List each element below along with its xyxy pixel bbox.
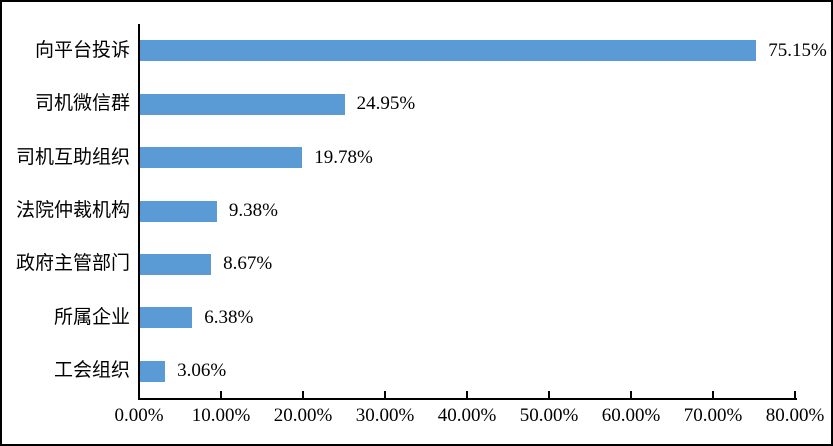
category-label: 工会组织 (53, 360, 130, 382)
x-tick (220, 391, 222, 398)
x-tick (794, 391, 796, 398)
value-label: 19.78% (314, 146, 373, 168)
x-tick (384, 391, 386, 398)
x-tick-label: 80.00% (765, 405, 825, 426)
x-axis-line (138, 398, 797, 400)
x-tick (630, 391, 632, 398)
x-tick-label: 50.00% (519, 405, 579, 426)
bar (140, 40, 757, 62)
bar (140, 93, 345, 115)
category-label: 司机互助组织 (15, 146, 130, 168)
x-tick-label: 60.00% (601, 405, 661, 426)
x-tick (302, 391, 304, 398)
value-label: 9.38% (228, 200, 278, 221)
x-tick-label: 20.00% (273, 405, 333, 426)
value-label: 3.06% (177, 360, 227, 382)
category-label: 向平台投诉 (34, 39, 130, 61)
x-tick (548, 391, 550, 398)
bar (140, 360, 166, 382)
x-tick (466, 391, 468, 398)
x-tick (712, 391, 714, 398)
category-label: 所属企业 (53, 306, 130, 328)
bar (140, 253, 212, 275)
y-axis-line (138, 24, 140, 400)
category-label: 司机微信群 (34, 93, 130, 115)
bar (140, 147, 303, 169)
bar (140, 200, 217, 222)
x-tick (138, 391, 140, 398)
x-tick-label: 30.00% (355, 405, 415, 426)
x-tick-label: 0.00% (114, 405, 164, 426)
x-tick-label: 40.00% (437, 405, 497, 426)
value-label: 8.67% (223, 253, 273, 275)
value-label: 75.15% (768, 39, 827, 61)
category-label: 政府主管部门 (15, 253, 130, 275)
category-label: 法院仲裁机构 (15, 200, 130, 221)
bar (140, 307, 193, 329)
value-label: 6.38% (204, 306, 254, 328)
x-tick-label: 10.00% (191, 405, 251, 426)
value-label: 24.95% (356, 93, 416, 115)
x-tick-label: 70.00% (683, 405, 743, 426)
